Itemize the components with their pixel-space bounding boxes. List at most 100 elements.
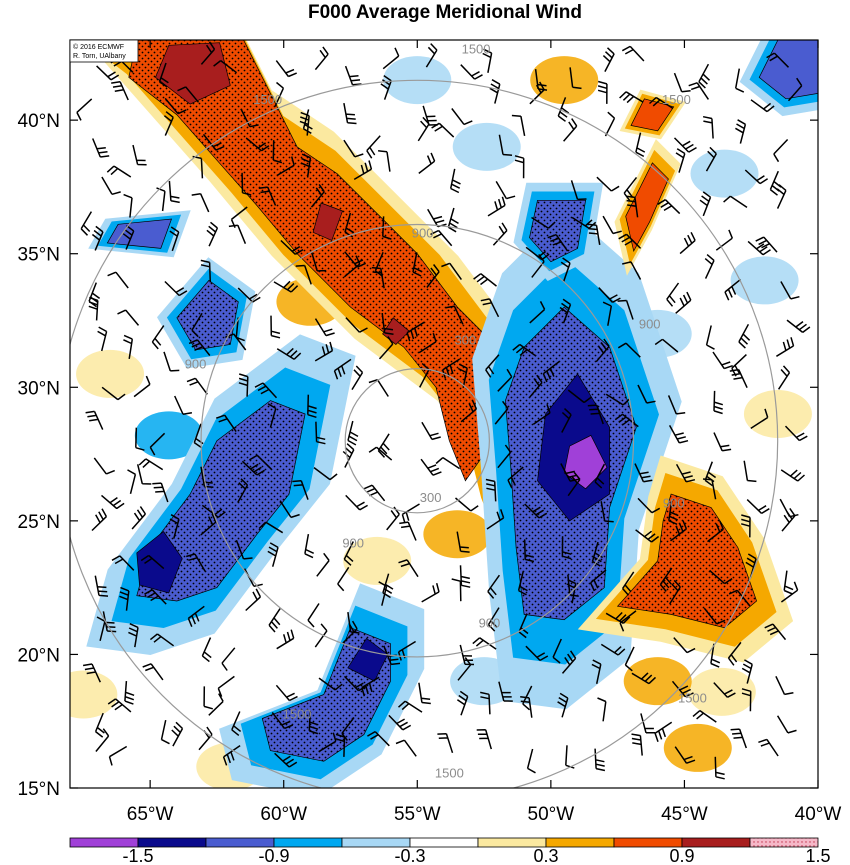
wind-barb-254 (600, 501, 614, 523)
wind-barb-283 (185, 553, 206, 572)
wind-barb-237 (704, 461, 717, 487)
wind-barb-97 (699, 191, 712, 217)
wind-barb-189 (419, 362, 430, 388)
wind-barb-313 (566, 579, 577, 604)
wind-barb-296 (659, 567, 673, 592)
wind-barb-182 (174, 395, 193, 415)
wind-barb-331 (472, 637, 497, 650)
wind-barb-365 (271, 712, 294, 730)
wind-barb-199 (777, 365, 791, 390)
wind-barb-351 (498, 681, 513, 702)
wind-barb-137 (704, 254, 715, 279)
wind-barb-70 (449, 168, 461, 194)
wind-barb-209 (421, 421, 441, 441)
ring-1500km (70, 79, 779, 788)
wind-barb-11 (482, 48, 493, 73)
wind-barb-324 (221, 647, 236, 671)
wind-barb-72 (514, 155, 525, 179)
wind-barb-131 (473, 273, 497, 287)
wind-barb-163 (188, 339, 211, 356)
wind-barb-43 (202, 133, 225, 151)
wind-barb-106 (310, 251, 327, 272)
wind-barb-81 (123, 193, 133, 218)
trough-west-stipple (176, 280, 239, 350)
trough-northeast (758, 40, 818, 100)
wind-barb-277 (707, 520, 724, 543)
wind-barb-269 (399, 521, 417, 541)
wind-barb-215 (614, 413, 639, 428)
wind-barb-136 (666, 282, 680, 307)
wind-barb-51 (498, 134, 513, 156)
wind-barb-214 (587, 404, 604, 425)
wind-barb-280 (94, 575, 109, 597)
wind-barb-212 (532, 404, 551, 425)
wind-barb-219 (784, 425, 808, 442)
wind-barb-203 (193, 423, 204, 449)
wind-barb-326 (314, 623, 328, 648)
wind-barb-243 (201, 504, 226, 518)
chart-title: F000 Average Meridional Wind (308, 2, 582, 23)
wind-barb-342 (142, 663, 164, 681)
trough-south-core (347, 637, 389, 682)
wind-barb-316 (669, 579, 681, 605)
wind-barb-41 (132, 144, 147, 166)
wind-barb-367 (341, 717, 355, 741)
wind-barb-375 (640, 713, 655, 734)
wind-barb-13 (569, 67, 582, 90)
wind-barb-57 (702, 115, 714, 139)
wind-barb-271 (486, 509, 505, 530)
y-tick-label-2: 30°N (18, 378, 60, 399)
wind-barb-167 (333, 358, 352, 380)
wind-barb-157 (705, 325, 715, 350)
wind-barb-170 (441, 358, 461, 379)
wind-barb-162 (163, 351, 180, 372)
wind-barb-175 (617, 342, 641, 358)
wind-barb-147 (345, 317, 368, 333)
colorbar-label-2: -0.9 (258, 846, 289, 865)
wind-barb-150 (445, 305, 464, 325)
wind-barb-312 (518, 613, 529, 639)
wind-barb-257 (702, 478, 717, 500)
ring-label-1: 300 (420, 490, 442, 505)
x-tick-label-4: 45°W (661, 804, 708, 825)
wind-barb-305 (268, 608, 281, 633)
wind-barb-63 (192, 155, 204, 179)
wind-barb-15 (621, 45, 645, 62)
wind-barb-363 (208, 693, 224, 716)
wind-barb-325 (276, 629, 295, 650)
wind-barb-146 (314, 318, 335, 337)
wind-barb-172 (512, 343, 537, 357)
wind-barb-339 (764, 623, 787, 641)
wind-barb-129 (426, 264, 440, 288)
wind-barb-236 (675, 463, 696, 483)
wind-barb-240 (101, 494, 125, 510)
wind-barb-31 (489, 79, 501, 104)
wind-barb-321 (128, 623, 139, 648)
wind-barb-353 (561, 650, 577, 674)
wind-barb-19 (766, 52, 790, 68)
wind-barb-76 (675, 148, 686, 173)
wind-barb-390 (437, 732, 454, 754)
wind-barb-274 (591, 541, 603, 567)
wind-barb-373 (557, 692, 569, 718)
wind-barb-45 (272, 140, 283, 164)
wind-barb-25 (274, 81, 285, 107)
wind-barb-82 (156, 187, 166, 212)
wind-barb-359 (775, 675, 794, 696)
shade-patch-1 (76, 349, 145, 398)
wind-barb-379 (776, 715, 797, 734)
wind-barb-299 (783, 570, 794, 595)
x-tick-label-2: 55°W (394, 804, 441, 825)
wind-barb-246 (292, 480, 309, 500)
wind-barb-135 (622, 261, 642, 280)
wind-barb-179 (776, 337, 795, 357)
wind-barb-80 (80, 211, 93, 236)
x-tick-label-5: 40°W (795, 804, 842, 825)
wind-barb-40 (92, 138, 110, 158)
ring-label-4: 900 (185, 357, 207, 372)
wind-barb-381 (108, 745, 128, 766)
wind-barb-22 (164, 97, 187, 115)
wind-barb-60 (101, 176, 121, 196)
wind-barb-47 (343, 139, 364, 158)
wind-barb-54 (604, 111, 616, 137)
